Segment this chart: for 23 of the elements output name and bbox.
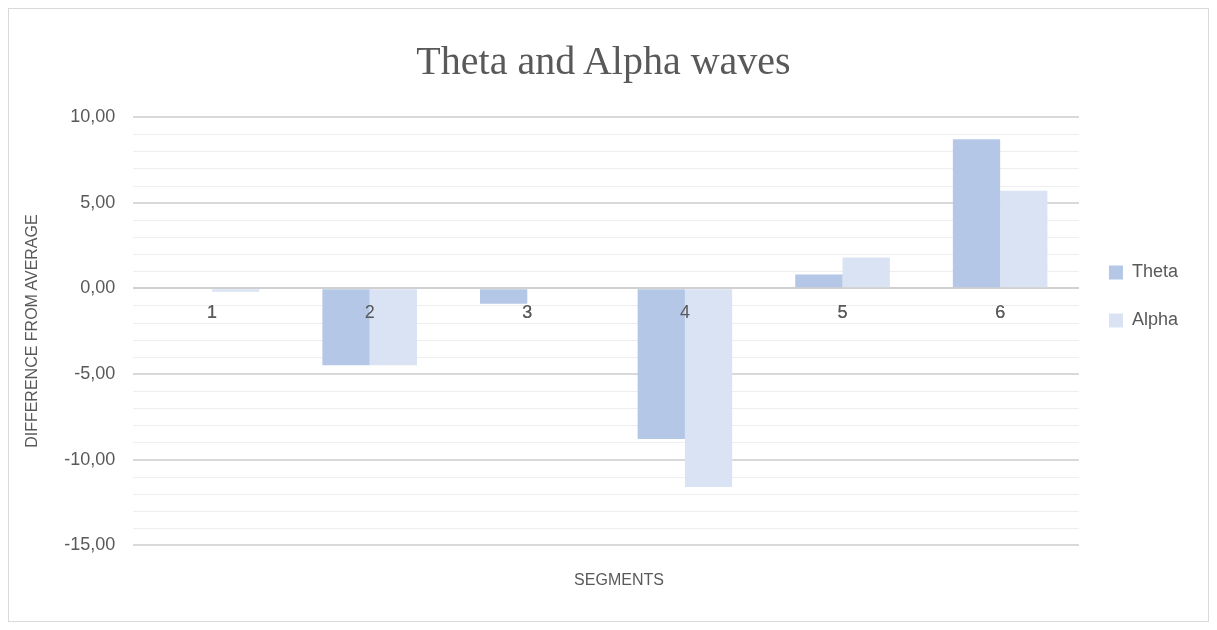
x-tick-label: 1: [207, 302, 218, 323]
x-axis-title: SEGMENTS: [573, 571, 665, 589]
y-axis-title: DIFFERENCE FROM AVERAGE: [23, 214, 41, 448]
y-tick-label: -10,00: [64, 448, 116, 469]
x-tick-label: 6: [995, 302, 1006, 323]
bar: [212, 289, 260, 292]
x-tick-label: 4: [679, 302, 690, 323]
y-tick-label: 10,00: [70, 105, 116, 126]
chart-title: Theta and Alpha waves: [416, 37, 791, 83]
x-tick-label: 5: [837, 302, 848, 323]
legend-label: Alpha: [1131, 309, 1179, 330]
y-tick-label: 5,00: [80, 191, 116, 212]
bar: [952, 139, 1001, 288]
bar: [795, 274, 843, 288]
bar: [1000, 190, 1048, 288]
bar: [480, 289, 528, 304]
y-tick-label: -5,00: [74, 362, 116, 383]
y-tick-label: 0,00: [80, 277, 116, 298]
bar: [842, 257, 890, 288]
y-tick-label: -15,00: [64, 534, 116, 555]
x-tick-label: 3: [522, 302, 533, 323]
legend-label: Theta: [1131, 261, 1179, 282]
x-tick-label: 2: [364, 302, 375, 323]
